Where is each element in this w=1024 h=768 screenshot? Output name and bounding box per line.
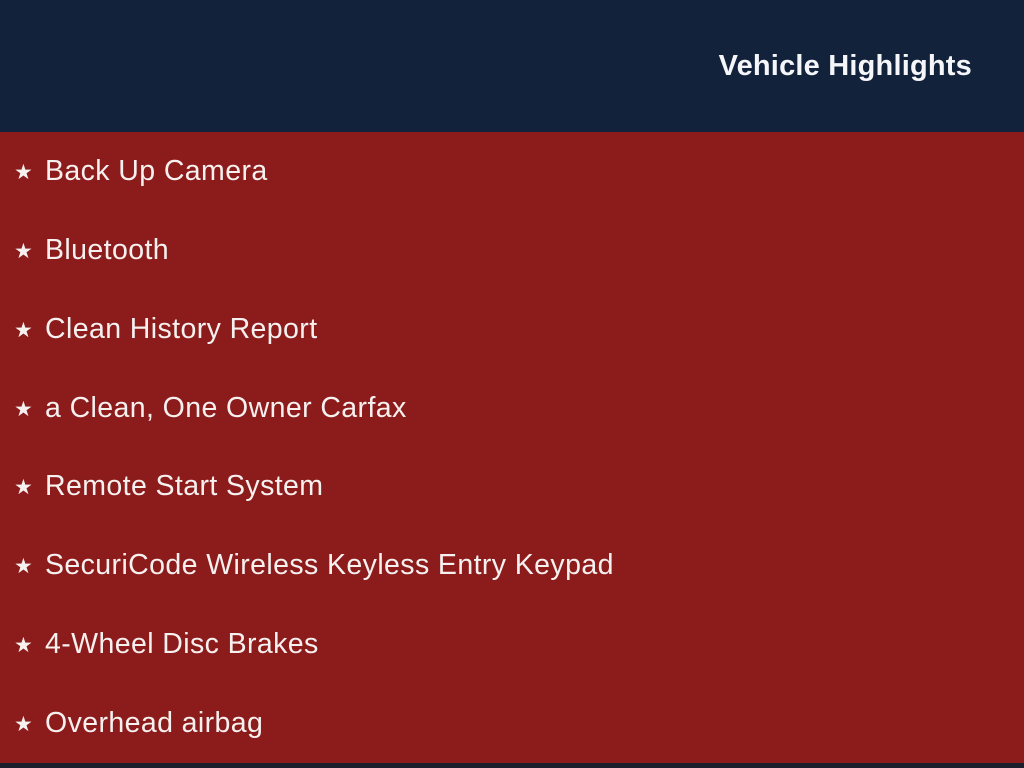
star-bullet-icon: ★ [14, 555, 33, 579]
star-bullet-icon: ★ [14, 239, 33, 263]
list-item-label: Remote Start System [45, 470, 324, 503]
star-bullet-icon: ★ [14, 634, 33, 658]
list-item-label: Back Up Camera [45, 154, 268, 187]
slide-header: Vehicle Highlights [0, 0, 1024, 132]
list-item: ★ a Clean, One Owner Carfax [0, 369, 1024, 448]
star-bullet-icon: ★ [14, 318, 33, 342]
highlights-list: ★ Back Up Camera ★ Bluetooth ★ Clean His… [0, 132, 1024, 763]
list-item-label: Bluetooth [45, 233, 170, 266]
list-item-label: 4-Wheel Disc Brakes [45, 628, 319, 661]
list-item-label: Overhead airbag [45, 707, 264, 740]
list-item: ★ Clean History Report [0, 290, 1024, 369]
page-title: Vehicle Highlights [718, 49, 972, 82]
list-item: ★ Overhead airbag [0, 684, 1024, 763]
list-item-label: a Clean, One Owner Carfax [45, 391, 407, 424]
list-item-label: Clean History Report [45, 312, 318, 345]
list-item: ★ 4-Wheel Disc Brakes [0, 605, 1024, 684]
star-bullet-icon: ★ [14, 476, 33, 500]
star-bullet-icon: ★ [14, 160, 33, 184]
bottom-accent-bar [0, 763, 1024, 768]
list-item: ★ Bluetooth [0, 211, 1024, 290]
star-bullet-icon: ★ [14, 713, 33, 737]
list-item-label: SecuriCode Wireless Keyless Entry Keypad [45, 549, 614, 582]
list-item: ★ Back Up Camera [0, 132, 1024, 211]
star-bullet-icon: ★ [14, 397, 33, 421]
list-item: ★ Remote Start System [0, 448, 1024, 527]
list-item: ★ SecuriCode Wireless Keyless Entry Keyp… [0, 526, 1024, 605]
